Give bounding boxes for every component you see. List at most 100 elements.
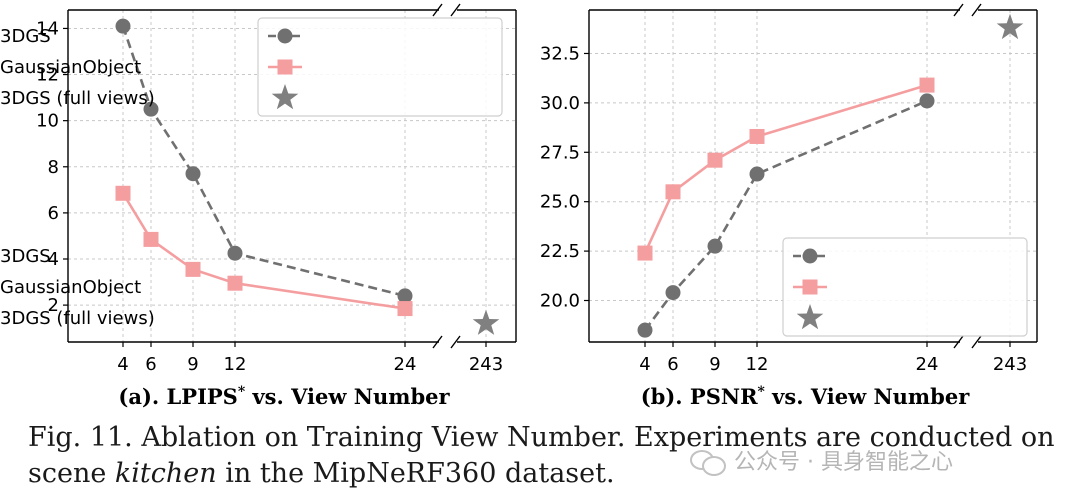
data-point	[637, 245, 653, 261]
legend-label: 3DGS	[0, 246, 51, 267]
data-point	[143, 101, 159, 117]
y-tick-label: 4	[48, 249, 59, 270]
data-point	[227, 275, 243, 291]
legend-marker	[277, 59, 293, 75]
legend-marker	[271, 84, 299, 110]
legend-marker	[802, 279, 818, 295]
y-tick-label: 25.0	[540, 192, 580, 213]
x-tick-label: 4	[639, 354, 650, 375]
y-tick-label: 14	[36, 18, 59, 39]
y-tick-label: 27.5	[540, 142, 580, 163]
axis-break-mark	[971, 335, 982, 349]
y-tick-label: 6	[48, 203, 59, 224]
data-point	[665, 184, 681, 200]
chart-title-rest: vs. View Number	[245, 384, 450, 409]
data-point	[996, 13, 1024, 40]
data-point	[707, 152, 723, 168]
axis-break-mark	[971, 3, 982, 17]
axis-break-mark	[953, 3, 964, 17]
x-tick-label: 12	[224, 354, 247, 375]
data-point	[472, 309, 500, 335]
series-3dgs	[637, 93, 935, 338]
y-tick-label: 30.0	[540, 93, 580, 114]
x-tick-label: 6	[667, 354, 678, 375]
series-line	[121, 25, 406, 298]
series-3dgs	[115, 18, 413, 304]
wechat-logo-icon	[690, 448, 726, 476]
chart-title-main: (b). PSNR	[641, 384, 758, 409]
data-point	[707, 238, 723, 254]
watermark: 公众号 · 具身智能之心	[690, 444, 953, 476]
y-tick-label: 32.5	[540, 43, 580, 64]
watermark-text: 公众号 · 具身智能之心	[734, 450, 953, 475]
y-tick-label: 2	[48, 295, 59, 316]
data-point	[227, 245, 243, 261]
axis-break-mark	[432, 3, 443, 17]
caption-prefix: Fig. 11. Ablation on Training View Numbe…	[28, 422, 1055, 489]
data-point	[919, 77, 935, 93]
x-tick-label: 4	[117, 354, 128, 375]
chart-panel-lpips: 4 6 9 12 24 24324681012143DGSGaussianObject3D…	[0, 3, 517, 409]
legend-entry: 3DGS (full views)	[0, 84, 299, 110]
figure-caption: Fig. 11. Ablation on Training View Numbe…	[28, 420, 1068, 492]
series-gaussianobject	[637, 77, 935, 261]
series-line	[643, 83, 928, 254]
x-tick-label: 24	[916, 354, 939, 375]
data-point	[115, 185, 131, 201]
axes-frame	[67, 3, 517, 349]
x-tick-label: 12	[746, 354, 769, 375]
legend-entry: 3DGS	[0, 26, 302, 47]
chart-title-sup: *	[758, 384, 766, 400]
series-3dgs-full-views	[996, 13, 1024, 40]
chart-title: (b). PSNR* vs. View Number	[641, 384, 970, 409]
caption-scene-name: kitchen	[114, 458, 217, 489]
series-gaussianobject	[115, 185, 413, 317]
data-point	[185, 261, 201, 277]
legend-entry: GaussianObject	[0, 57, 302, 78]
chart-title-sup: *	[238, 384, 246, 400]
axis-break-mark	[432, 335, 443, 349]
legend: 3DGS GaussianObject 3DGS (full views)	[0, 237, 1028, 337]
x-tick-label: 24	[394, 354, 417, 375]
legend-marker	[277, 28, 293, 44]
series-3dgs-full-views	[472, 309, 500, 335]
x-tick-label: 6	[145, 354, 156, 375]
axis-break-mark	[450, 3, 461, 17]
chart-title-main: (a). LPIPS	[118, 384, 237, 409]
legend-entry: GaussianObject	[0, 277, 827, 298]
legend-entry: 3DGS (full views)	[0, 304, 824, 330]
chart-panel-psnr: 4 6 9 12 24 24320.022.525.027.530.032.53DGSGa…	[0, 3, 1038, 409]
data-point	[185, 166, 201, 182]
data-point	[665, 285, 681, 301]
data-point	[919, 93, 935, 109]
x-tick-label: 243	[469, 354, 503, 375]
legend-box	[782, 237, 1028, 337]
chart-title: (a). LPIPS* vs. View Number	[118, 384, 450, 409]
x-tick-label: 9	[709, 354, 720, 375]
axis-break-mark	[450, 335, 461, 349]
legend-label: GaussianObject	[0, 277, 141, 298]
data-point	[397, 288, 413, 304]
chart-title-rest: vs. View Number	[765, 384, 970, 409]
series-line	[121, 192, 406, 310]
legend-entry: 3DGS	[0, 246, 827, 267]
y-tick-label: 12	[36, 65, 59, 86]
data-point	[115, 18, 131, 34]
legend-label: 3DGS (full views)	[0, 308, 155, 329]
data-point	[397, 301, 413, 317]
axes-frame	[588, 3, 1038, 349]
data-point	[749, 166, 765, 182]
legend: 3DGS GaussianObject 3DGS (full views)	[0, 17, 503, 117]
data-point	[749, 128, 765, 144]
legend-marker	[796, 304, 824, 330]
series-line	[643, 99, 928, 331]
legend-label: 3DGS (full views)	[0, 88, 155, 109]
legend-label: GaussianObject	[0, 57, 141, 78]
data-point	[143, 231, 159, 247]
y-tick-label: 10	[36, 111, 59, 132]
legend-label: 3DGS	[0, 26, 51, 47]
legend-marker	[802, 248, 818, 264]
axis-break-mark	[953, 335, 964, 349]
